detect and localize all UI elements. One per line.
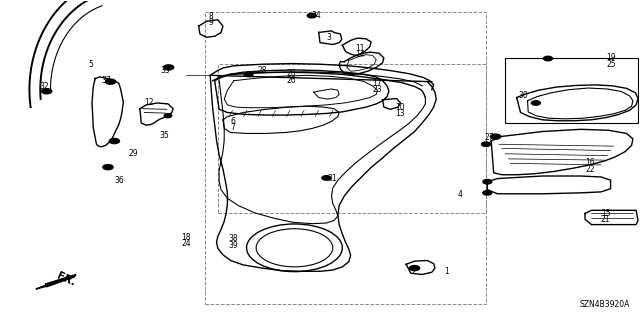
Text: 14: 14 (355, 50, 365, 59)
Text: 16: 16 (585, 158, 595, 167)
Circle shape (531, 101, 540, 105)
Circle shape (244, 72, 253, 77)
Text: 34: 34 (311, 11, 321, 20)
Text: 20: 20 (287, 69, 296, 78)
Text: 39: 39 (228, 241, 238, 250)
Circle shape (481, 142, 490, 146)
Bar (205, 12, 486, 304)
Text: 13: 13 (396, 109, 405, 118)
Circle shape (42, 89, 52, 94)
Circle shape (483, 180, 492, 184)
Text: 25: 25 (606, 60, 616, 69)
Text: 6: 6 (230, 117, 236, 126)
Text: 37: 37 (102, 76, 111, 85)
Circle shape (410, 266, 420, 271)
Text: 36: 36 (115, 176, 124, 185)
Text: 8: 8 (208, 12, 213, 21)
Text: 15: 15 (601, 209, 611, 218)
Circle shape (490, 134, 500, 139)
Text: 19: 19 (606, 53, 616, 62)
Polygon shape (36, 274, 76, 289)
Text: 18: 18 (181, 233, 191, 242)
Text: FR.: FR. (55, 271, 77, 288)
Text: 12: 12 (145, 98, 154, 107)
Text: 9: 9 (208, 19, 213, 27)
Circle shape (543, 56, 552, 61)
Text: 5: 5 (89, 60, 93, 69)
Text: 3: 3 (326, 33, 332, 42)
Bar (505, 58, 638, 123)
Text: 30: 30 (518, 92, 528, 100)
Text: 23: 23 (372, 85, 382, 94)
Text: 2: 2 (412, 267, 417, 276)
Text: 4: 4 (458, 190, 462, 199)
Circle shape (483, 191, 492, 195)
Text: 33: 33 (161, 66, 170, 75)
Bar (218, 64, 486, 213)
Text: 24: 24 (181, 239, 191, 248)
Text: 21: 21 (601, 215, 611, 224)
Circle shape (164, 114, 172, 118)
Text: 17: 17 (372, 79, 382, 88)
Text: 29: 29 (129, 149, 138, 158)
Text: 10: 10 (396, 103, 405, 112)
Circle shape (322, 176, 331, 180)
Text: 1: 1 (445, 267, 449, 276)
Text: 28: 28 (257, 66, 267, 75)
Text: SZN4B3920A: SZN4B3920A (579, 300, 630, 309)
Text: 26: 26 (287, 76, 296, 85)
Circle shape (106, 79, 116, 84)
Text: 22: 22 (585, 165, 595, 174)
Text: 35: 35 (159, 131, 169, 140)
Circle shape (103, 165, 113, 170)
Circle shape (109, 138, 120, 144)
Text: 11: 11 (355, 44, 365, 53)
Text: 27: 27 (484, 133, 494, 142)
Text: 38: 38 (228, 234, 237, 243)
Circle shape (164, 65, 173, 70)
Circle shape (307, 13, 316, 18)
Text: 32: 32 (39, 82, 49, 91)
Text: 7: 7 (230, 123, 236, 132)
Text: 31: 31 (328, 174, 337, 183)
